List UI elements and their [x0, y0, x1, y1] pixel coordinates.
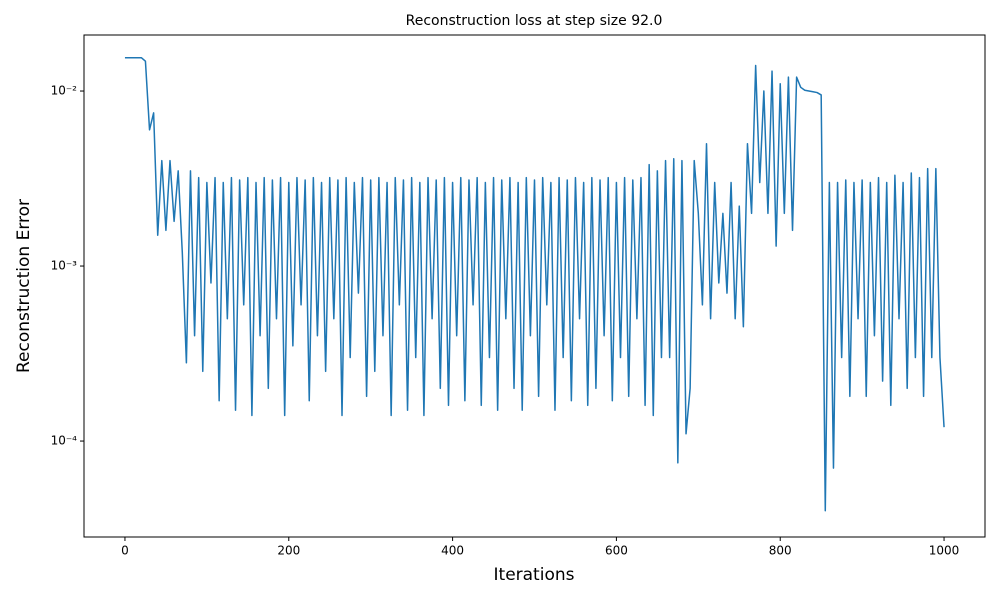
x-tick-label: 1000 [929, 544, 960, 558]
y-tick-label: 10⁻³ [51, 259, 78, 273]
x-tick-label: 600 [605, 544, 628, 558]
x-tick-label: 400 [441, 544, 464, 558]
x-tick-label: 200 [277, 544, 300, 558]
y-tick-label: 10⁻⁴ [51, 434, 78, 448]
x-axis-label: Iterations [494, 565, 575, 585]
plot-frame [83, 34, 986, 538]
y-axis-label: Reconstruction Error [14, 199, 34, 373]
y-tick-label: 10⁻² [51, 84, 78, 98]
chart-title: Reconstruction loss at step size 92.0 [406, 13, 663, 29]
x-tick-label: 0 [121, 544, 129, 558]
x-tick-label: 800 [769, 544, 792, 558]
data-line [124, 56, 945, 512]
